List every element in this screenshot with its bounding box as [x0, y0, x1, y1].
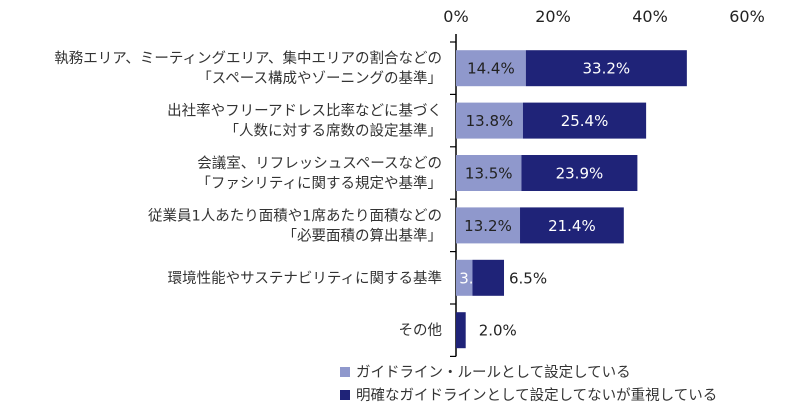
category-label: 出社率やフリーアドレス比率などに基づく	[167, 103, 442, 120]
bar-segment-light	[456, 102, 523, 139]
bar-segment-dark	[520, 207, 624, 244]
bar-segment-dark	[456, 312, 466, 349]
category-label: 執務エリア、ミーティングエリア、集中エリアの割合などの	[54, 50, 442, 67]
legend-label: 明確なガイドラインとして設定してないが重視している	[356, 387, 717, 404]
bar-segment-dark	[472, 259, 505, 296]
bar-segment-light	[456, 155, 522, 191]
legend-swatch	[340, 367, 350, 377]
category-label: 「スペース構成やゾーニングの基準」	[197, 70, 442, 87]
data-label: 13.5%	[465, 165, 513, 183]
data-label: 25.4%	[561, 112, 609, 130]
x-tick-label: 0%	[443, 7, 468, 26]
data-label: 33.2%	[583, 60, 631, 78]
x-tick-label: 40%	[632, 7, 668, 26]
data-label: 2.0%	[479, 322, 517, 340]
bar-segment-dark	[522, 102, 647, 139]
bar-segment-light	[456, 207, 521, 244]
category-label: 「人数に対する席数の設定基準」	[225, 123, 443, 140]
category-label: 「必要面積の算出基準」	[283, 227, 443, 244]
x-tick-label: 20%	[535, 7, 571, 26]
bar-segment-light	[456, 259, 473, 296]
data-label: 6.5%	[509, 269, 547, 287]
legend-label: ガイドライン・ルールとして設定している	[356, 364, 631, 381]
category-label: 会議室、リフレッシュスペースなどの	[197, 154, 442, 172]
data-label: 13.2%	[464, 217, 512, 235]
category-label: その他	[399, 322, 443, 339]
category-label: 環境性能やサステナビリティに関する基準	[168, 269, 442, 287]
x-tick-label: 60%	[729, 7, 765, 26]
data-label: 13.8%	[466, 112, 514, 130]
category-label: 「ファシリティに関する規定や基準」	[196, 175, 442, 192]
category-label: 従業員1人あたり面積や1席あたり面積などの	[148, 207, 442, 224]
data-label: 14.4%	[467, 60, 515, 78]
data-label: 23.9%	[556, 165, 604, 183]
legend-swatch	[340, 390, 350, 400]
data-label: 21.4%	[548, 217, 596, 235]
bar-segment-dark	[525, 50, 687, 87]
bar-segment-dark	[521, 155, 638, 191]
bar-segment-light	[456, 50, 526, 87]
